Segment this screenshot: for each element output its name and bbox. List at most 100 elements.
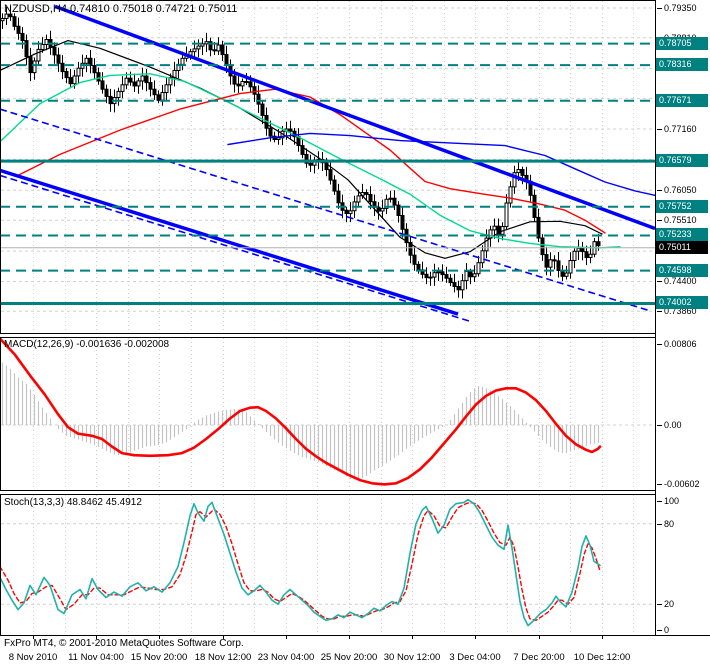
price-axis-label: 0.74400	[657, 276, 697, 286]
candle-bull	[564, 272, 569, 277]
candle-bear	[332, 179, 337, 192]
candle-bear	[96, 72, 101, 82]
candle-bear	[324, 162, 329, 171]
candle-bull	[180, 57, 185, 65]
time-axis-label: 15 Nov 20:00	[130, 652, 188, 663]
candle-bear	[408, 242, 413, 256]
candle-bear	[468, 271, 473, 278]
candle-bear	[440, 271, 445, 276]
candle-bull	[480, 250, 485, 264]
candle-bear	[580, 247, 585, 253]
axis-tick	[657, 344, 662, 346]
candle-bear	[424, 273, 429, 279]
candle-bear	[256, 93, 261, 105]
candle-bear	[452, 282, 457, 288]
macd-panel[interactable]	[0, 337, 656, 491]
candle-bear	[64, 71, 69, 79]
stoch-k-line	[0, 498, 601, 627]
time-axis-tick	[475, 636, 476, 639]
main-chart-panel[interactable]	[0, 0, 656, 334]
candle-bull	[384, 198, 389, 209]
price-axis-label: 0.79350	[657, 3, 697, 13]
price-axis-divider	[655, 0, 656, 636]
candle-bear	[244, 81, 249, 83]
candle-bull	[160, 92, 165, 101]
price-level-badge: 0.74598	[656, 264, 708, 277]
price-axis[interactable]: 0.793500.788100.771600.760500.755100.744…	[655, 0, 710, 636]
candle-bear	[24, 40, 29, 58]
time-axis-label: 3 Dec 04:00	[449, 652, 501, 663]
time-axis-label: 25 Nov 20:00	[320, 652, 378, 663]
candle-bull	[44, 39, 49, 45]
candle-bear	[520, 169, 525, 176]
stoch-panel[interactable]	[0, 494, 656, 636]
candle-bear	[304, 153, 309, 164]
time-axis-label: 11 Nov 04:00	[68, 652, 124, 663]
price-axis-label: 0.75510	[657, 215, 697, 225]
candle-bull	[4, 13, 9, 20]
copyright-text: FxPro MT4, © 2001-2010 MetaQuotes Softwa…	[4, 638, 244, 649]
candle-bear	[28, 56, 33, 74]
macd-axis-label: -0.00602	[657, 479, 700, 489]
stoch-indicator-label: Stoch(13,3,3) 48.8462 45.4912	[4, 497, 142, 508]
price-axis-label: 0.73860	[657, 306, 697, 316]
candle-bear	[412, 254, 417, 265]
candle-bull	[380, 207, 385, 212]
candle-bear	[268, 127, 273, 137]
candle-bear	[328, 169, 333, 181]
time-axis-label: 8 Nov 2010	[8, 652, 58, 663]
candle-bear	[132, 81, 137, 87]
price-level-badge: 0.76579	[656, 154, 708, 167]
axis-tick	[657, 524, 662, 526]
time-axis-tick	[159, 636, 160, 639]
time-axis[interactable]: 8 Nov 2010 11 Nov 04:00 15 Nov 20:00 18 Nov…	[0, 636, 710, 671]
axis-tick	[657, 630, 662, 632]
candle-bull	[216, 44, 221, 52]
axis-tick	[657, 604, 662, 606]
candle-bear	[12, 16, 17, 27]
candle-bull	[464, 271, 469, 282]
candle-bear	[208, 41, 213, 51]
candle-bear	[300, 145, 305, 155]
axis-tick	[657, 8, 662, 10]
candle-bear	[496, 225, 501, 235]
candle-bear	[52, 46, 57, 56]
candle-bear	[104, 88, 109, 97]
candle-bear	[60, 62, 65, 73]
axis-tick	[657, 501, 662, 503]
stoch-axis-label: 100	[657, 496, 679, 506]
candle-bull	[432, 272, 437, 278]
ma-blue	[227, 132, 656, 197]
time-axis-tick	[96, 636, 97, 639]
candle-bull	[348, 210, 353, 215]
candle-bull	[476, 262, 481, 275]
candle-bear	[308, 162, 313, 166]
candle-bear	[148, 82, 153, 90]
candle-bull	[164, 84, 169, 94]
candle-bear	[252, 86, 257, 95]
candle-bear	[396, 204, 401, 217]
macd-axis-label: 0.00806	[657, 339, 697, 349]
candle-bear	[540, 237, 545, 256]
candle-bear	[224, 54, 229, 66]
candle-bull	[120, 84, 125, 92]
time-axis-divider	[0, 635, 710, 636]
stoch-axis-label: 20	[657, 599, 674, 609]
candle-bull	[356, 195, 361, 203]
candle-bull	[508, 186, 513, 204]
candle-bull	[576, 247, 581, 252]
chart-title-ohlc: NZDUSD,H4 0.74810 0.75018 0.74721 0.7501…	[4, 3, 238, 15]
price-level-badge: 0.75752	[656, 200, 708, 213]
candle-bear	[392, 197, 397, 206]
trendline-blue-dashed	[0, 174, 471, 323]
candle-bull	[276, 137, 281, 141]
candle-bear	[456, 286, 461, 291]
candle-bull	[548, 259, 553, 268]
axis-tick	[657, 281, 662, 283]
candle-bull	[492, 225, 497, 231]
axis-tick	[657, 425, 662, 427]
candle-bull	[36, 48, 41, 62]
candle-bull	[196, 45, 201, 50]
candle-bear	[336, 190, 341, 204]
